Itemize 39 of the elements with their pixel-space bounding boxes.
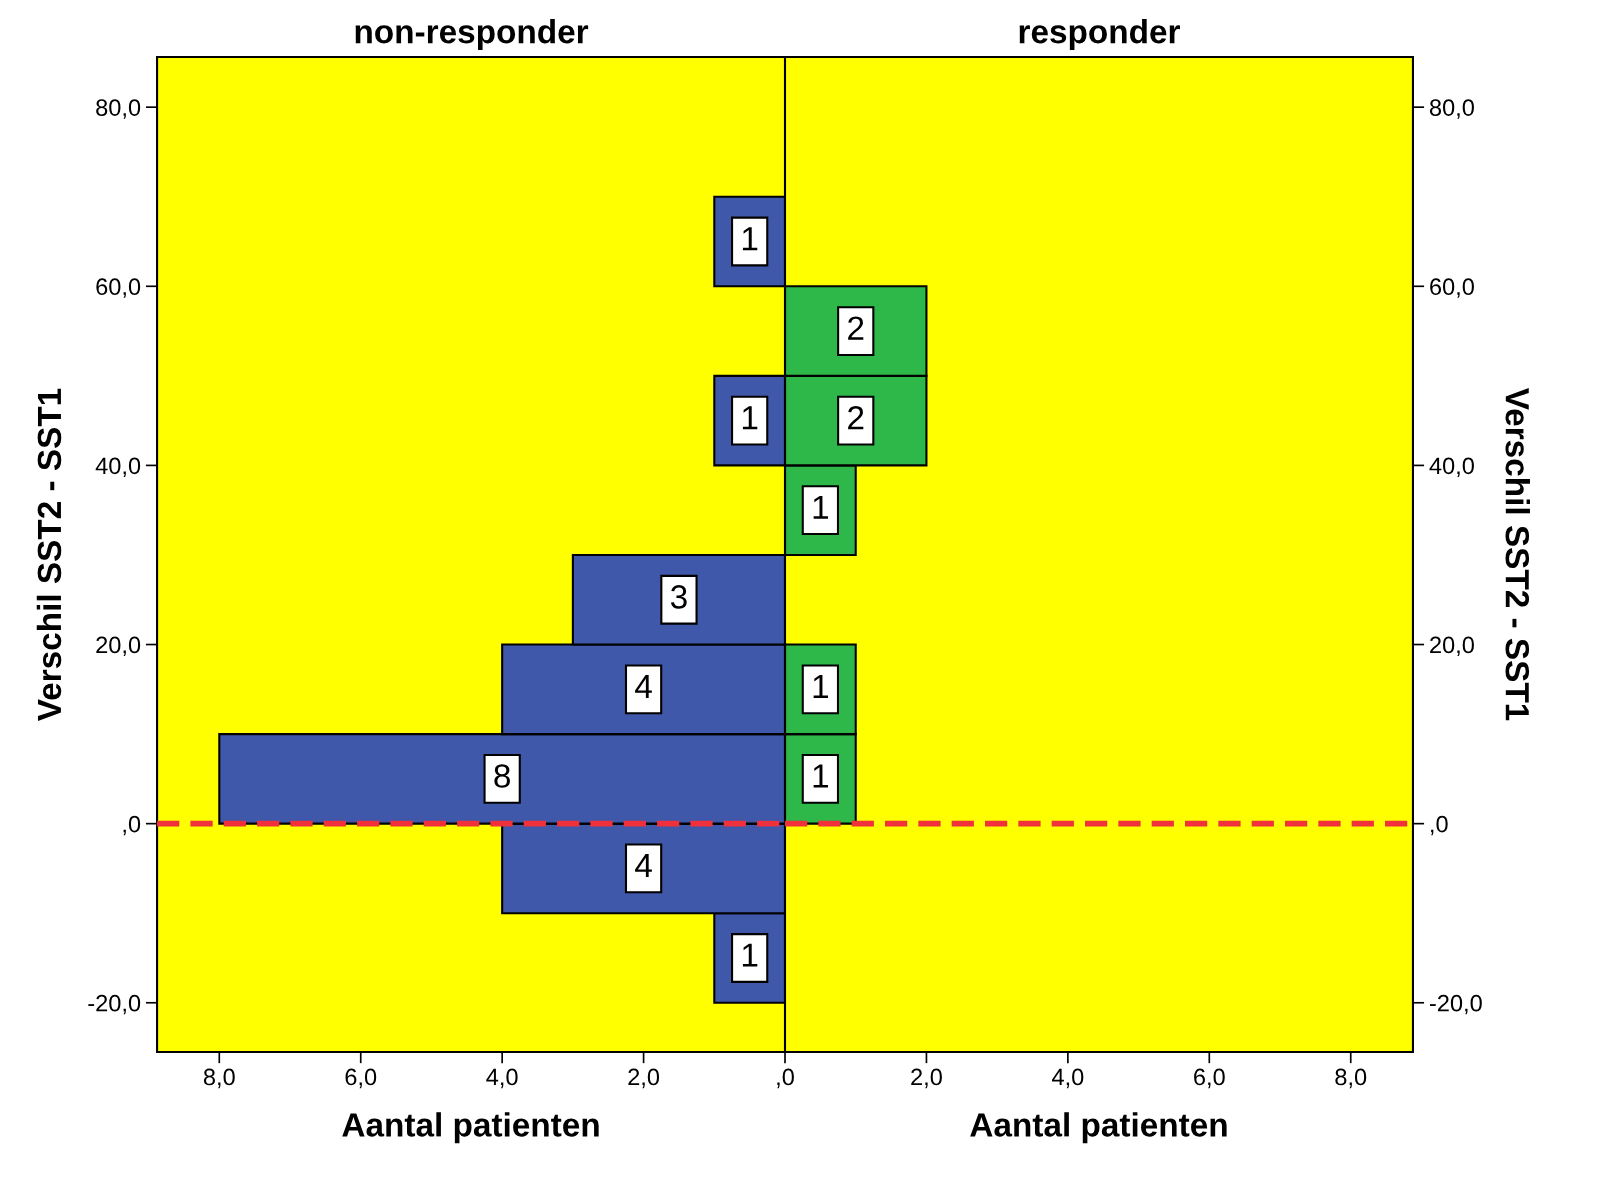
data-label: 1 — [742, 406, 758, 430]
y-tick-label: 20,0 — [1430, 636, 1474, 657]
y-tick-label: -20,0 — [1429, 994, 1482, 1015]
data-label: 2 — [848, 405, 864, 430]
data-label: 1 — [813, 764, 829, 788]
y-tick-label: 20,0 — [96, 636, 141, 657]
x-tick-label: 4,0 — [486, 1068, 518, 1089]
chart-title: responder — [1019, 18, 1180, 51]
x-tick-label: 2,0 — [911, 1068, 942, 1089]
y-tick-label: 40,0 — [95, 457, 141, 477]
y-tick-label: -20,0 — [88, 994, 141, 1015]
data-label: 8 — [494, 764, 510, 788]
x-tick-label: 8,0 — [203, 1068, 235, 1089]
data-label: 1 — [742, 227, 758, 251]
data-label: 1 — [813, 495, 829, 519]
x-axis-title: Aantal patienten — [342, 1112, 599, 1144]
x-tick-label: 4,0 — [1052, 1068, 1084, 1089]
chart-title: non-responder — [355, 18, 589, 51]
y-tick-label: 80,0 — [1429, 99, 1474, 119]
y-axis-title: Verschil SST2 - SST1 — [1505, 388, 1530, 721]
x-axis-title: Aantal patienten — [970, 1112, 1227, 1144]
y-tick-label: 80,0 — [96, 99, 141, 119]
y-tick-label: 60,0 — [96, 278, 141, 298]
data-label: 1 — [813, 675, 829, 698]
y-axis-title: Verschil SST2 - SST1 — [36, 388, 62, 722]
x-tick-label: ,0 — [777, 1068, 794, 1089]
data-label: 4 — [635, 854, 652, 878]
y-tick-label: 40,0 — [1429, 457, 1474, 477]
data-label: 2 — [848, 316, 864, 340]
y-tick-label: ,0 — [1431, 815, 1448, 836]
data-label: 3 — [670, 585, 687, 609]
y-tick-label: ,0 — [123, 815, 141, 836]
data-label: 4 — [635, 675, 652, 698]
x-tick-label: 6,0 — [1194, 1068, 1225, 1089]
x-tick-label: 6,0 — [345, 1068, 377, 1089]
x-tick-label: 8,0 — [1335, 1068, 1367, 1089]
x-tick-label: 2,0 — [628, 1068, 660, 1089]
data-label: 1 — [742, 943, 758, 967]
y-tick-label: 60,0 — [1430, 278, 1474, 298]
